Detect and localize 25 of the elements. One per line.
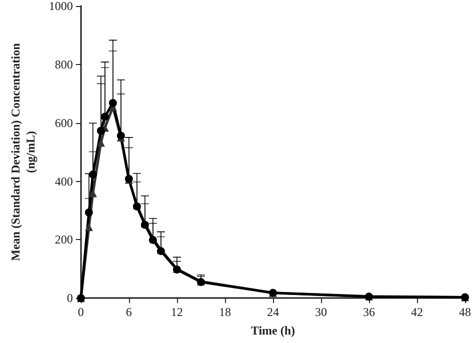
y-tick-label: 200 (54, 232, 73, 247)
point (96, 138, 105, 147)
y-tick-label: 600 (54, 116, 73, 130)
x-tick-label: 36 (362, 305, 375, 320)
point (100, 112, 109, 121)
x-tick-label: 18 (218, 305, 231, 320)
x-tick-label: 24 (266, 305, 279, 320)
y-tick-label: 800 (54, 57, 73, 72)
y-axis-title: Mean (Standard Deviation) Concentration (ng/mL) (8, 42, 38, 261)
x-tick-label: 48 (459, 305, 471, 320)
point (88, 189, 97, 198)
x-axis-title: Time (h) (250, 324, 296, 338)
x-tick-label: 12 (170, 305, 183, 320)
point (84, 208, 93, 217)
y-tick-label: 400 (54, 174, 73, 188)
point (96, 126, 105, 135)
y-tick-label: 1000 (48, 0, 73, 13)
x-tick-label: 30 (314, 305, 327, 320)
x-tick-label: 6 (126, 305, 132, 320)
point (108, 98, 117, 107)
x-tick-label: 0 (78, 305, 84, 320)
x-tick-label: 42 (410, 305, 423, 320)
y-tick-label: 0 (66, 291, 73, 306)
point (88, 170, 97, 179)
point (84, 223, 93, 232)
